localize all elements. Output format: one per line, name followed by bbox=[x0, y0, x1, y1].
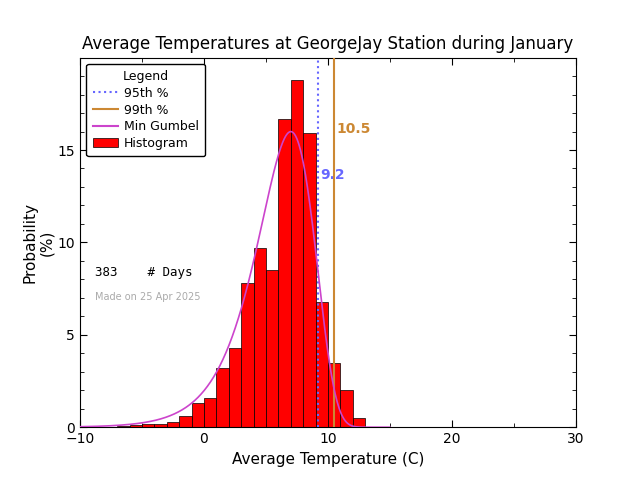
Legend: 95th %, 99th %, Min Gumbel, Histogram: 95th %, 99th %, Min Gumbel, Histogram bbox=[86, 64, 205, 156]
Bar bbox=[204, 397, 216, 427]
Bar bbox=[241, 283, 253, 427]
Bar bbox=[328, 362, 340, 427]
Bar bbox=[278, 119, 291, 427]
Bar bbox=[303, 133, 316, 427]
Bar bbox=[129, 425, 142, 427]
Bar bbox=[154, 423, 167, 427]
Text: 383    # Days: 383 # Days bbox=[95, 266, 193, 279]
Bar bbox=[291, 80, 303, 427]
Bar bbox=[340, 390, 353, 427]
Bar bbox=[229, 348, 241, 427]
Text: Made on 25 Apr 2025: Made on 25 Apr 2025 bbox=[95, 292, 200, 302]
Bar bbox=[167, 421, 179, 427]
Bar bbox=[191, 403, 204, 427]
Bar bbox=[316, 301, 328, 427]
Text: 9.2: 9.2 bbox=[320, 168, 344, 182]
Bar bbox=[179, 416, 191, 427]
Bar bbox=[353, 418, 365, 427]
Text: 10.5: 10.5 bbox=[336, 122, 371, 136]
Bar bbox=[253, 248, 266, 427]
Bar bbox=[117, 426, 129, 427]
Y-axis label: Probability
(%): Probability (%) bbox=[22, 202, 55, 283]
X-axis label: Average Temperature (C): Average Temperature (C) bbox=[232, 452, 424, 467]
Bar bbox=[266, 270, 278, 427]
Bar bbox=[142, 424, 154, 427]
Bar bbox=[216, 368, 229, 427]
Title: Average Temperatures at GeorgeJay Station during January: Average Temperatures at GeorgeJay Statio… bbox=[83, 35, 573, 53]
